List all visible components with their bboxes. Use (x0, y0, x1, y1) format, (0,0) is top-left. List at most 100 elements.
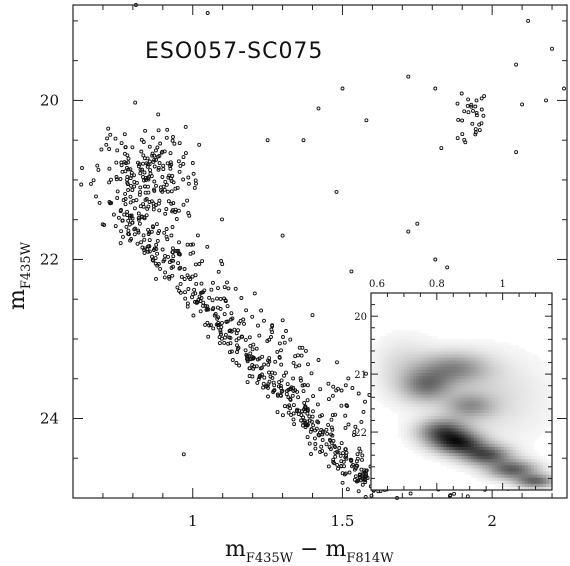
density-cell (422, 449, 426, 454)
density-cell (401, 428, 405, 432)
density-cell (491, 413, 496, 417)
density-cell (461, 357, 465, 362)
blue-clump-star (141, 202, 146, 207)
density-cell (518, 409, 523, 414)
density-cell (452, 357, 456, 362)
main-sequence-star (205, 320, 210, 325)
main-sequence-star (201, 290, 205, 295)
density-cell (407, 400, 411, 405)
density-cell (437, 449, 441, 454)
density-cell (518, 453, 523, 457)
density-cell (500, 471, 505, 476)
density-cell (395, 394, 399, 399)
density-cell (542, 416, 547, 420)
main-sequence-star (279, 378, 284, 383)
density-cell (422, 360, 426, 365)
density-cell (461, 379, 465, 383)
density-cell (455, 388, 459, 392)
density-cell (404, 385, 408, 389)
density-cell (458, 425, 462, 429)
density-cell (539, 376, 544, 380)
density-cell (524, 459, 529, 463)
density-cell (485, 382, 490, 386)
blue-clump-star (115, 189, 120, 194)
main-sequence-star (326, 422, 331, 427)
density-cell (407, 391, 411, 395)
main-sequence-star (346, 422, 351, 427)
density-cell (449, 342, 453, 346)
density-cell (416, 446, 420, 451)
density-cell (419, 373, 423, 377)
density-cell (476, 471, 480, 476)
density-cell (464, 394, 468, 399)
density-cell (548, 373, 553, 377)
density-cell (380, 394, 384, 399)
main-sequence-star (291, 376, 296, 381)
density-cell (470, 422, 474, 426)
density-cell (488, 348, 493, 352)
density-cell (371, 388, 375, 392)
main-sequence-star (141, 233, 146, 238)
density-cell (410, 342, 414, 346)
density-cell (377, 348, 381, 352)
density-cell (461, 400, 465, 405)
density-cell (494, 428, 499, 432)
density-cell (485, 471, 490, 476)
main-sequence-star (195, 233, 200, 238)
x-tick-label: 2 (487, 512, 497, 530)
density-cell (440, 391, 444, 395)
density-cell (509, 400, 514, 405)
density-cell (404, 363, 408, 368)
density-cell (482, 400, 487, 405)
density-cell (449, 440, 453, 445)
y-axis-label: mF435W (5, 241, 34, 310)
density-cell (545, 419, 550, 423)
density-cell (503, 462, 508, 466)
density-cell (488, 345, 493, 349)
density-cell (518, 354, 523, 359)
density-cell (518, 397, 523, 402)
blue-clump-star (125, 177, 129, 182)
density-cell (512, 465, 517, 469)
main-sequence-star (124, 224, 129, 229)
density-cell (521, 348, 526, 352)
density-cell (527, 468, 532, 472)
main-sequence-star (313, 446, 318, 451)
density-cell (371, 385, 375, 389)
density-cell (455, 440, 459, 445)
density-cell (410, 360, 414, 365)
blue-clump-star (205, 244, 210, 249)
density-cell (428, 336, 432, 340)
red-clump-star (481, 113, 486, 118)
density-cell (455, 373, 459, 377)
density-cell (485, 385, 490, 389)
main-sequence-star (245, 380, 250, 385)
density-cell (431, 397, 435, 402)
density-cell (533, 394, 538, 399)
main-sequence-star (452, 491, 457, 496)
density-cell (458, 428, 462, 432)
density-cell (395, 397, 399, 402)
density-cell (545, 416, 550, 420)
density-cell (422, 345, 426, 349)
density-cell (473, 453, 477, 457)
density-cell (398, 339, 402, 343)
density-cell (542, 400, 547, 405)
main-sequence-star (127, 213, 132, 218)
density-cell (413, 360, 417, 365)
density-cell (407, 403, 411, 408)
density-cell (449, 382, 453, 386)
density-cell (455, 425, 459, 429)
density-cell (503, 428, 508, 432)
density-cell (464, 416, 468, 420)
density-cell (488, 400, 493, 405)
density-cell (491, 422, 496, 426)
density-cell (467, 443, 471, 448)
blue-clump-star (138, 171, 143, 176)
density-cell (479, 351, 484, 355)
main-sequence-star (269, 327, 274, 332)
density-cell (482, 459, 487, 463)
density-cell (503, 348, 508, 352)
density-cell (428, 409, 432, 414)
main-sequence-star (203, 304, 208, 308)
